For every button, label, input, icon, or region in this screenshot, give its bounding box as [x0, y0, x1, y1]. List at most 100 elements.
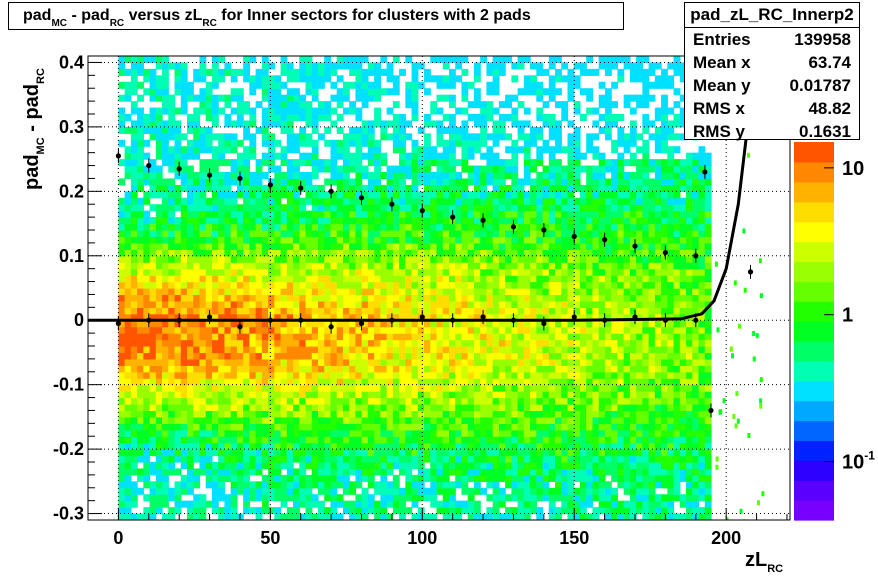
heatmap-cell — [492, 300, 500, 308]
heatmap-cell — [573, 262, 581, 270]
heatmap-cell — [498, 500, 506, 508]
heatmap-cell — [592, 281, 600, 289]
heatmap-cell — [480, 204, 488, 212]
heatmap-cell — [573, 197, 581, 205]
heatmap-cell — [193, 75, 201, 83]
heatmap-cell — [548, 320, 556, 328]
heatmap-cell — [486, 384, 494, 392]
heatmap-cell — [380, 326, 388, 334]
heatmap-cell — [592, 255, 600, 263]
heatmap-cell — [311, 397, 319, 405]
heatmap-cell — [592, 152, 600, 160]
heatmap-cell — [467, 288, 475, 296]
heatmap-cell — [386, 68, 394, 76]
heatmap-cell — [492, 249, 500, 257]
heatmap-cell — [548, 204, 556, 212]
heatmap-cell — [579, 416, 587, 424]
heatmap-cell — [523, 462, 531, 470]
heatmap-cell — [336, 197, 344, 205]
heatmap-cell — [555, 288, 562, 296]
heatmap-cell — [392, 371, 400, 379]
heatmap-cell — [467, 165, 475, 173]
heatmap-cell — [598, 101, 606, 109]
heatmap-cell — [155, 449, 163, 457]
heatmap-cell — [199, 236, 207, 244]
heatmap-cell — [330, 339, 338, 347]
heatmap-cell — [424, 410, 431, 418]
heatmap-cell — [299, 178, 307, 186]
heatmap-cell — [424, 191, 431, 199]
heatmap-cell — [286, 436, 294, 444]
heatmap-cell — [336, 384, 344, 392]
heatmap-cell — [374, 75, 381, 83]
heatmap-cell — [286, 236, 294, 244]
heatmap-cell — [411, 262, 419, 270]
heatmap-cell — [411, 107, 419, 115]
heatmap-cell — [536, 423, 544, 431]
heatmap-cell — [268, 352, 275, 360]
heatmap-cell — [449, 114, 456, 122]
heatmap-cell — [473, 468, 481, 476]
heatmap-cell — [411, 365, 419, 373]
heatmap-cell — [261, 462, 269, 470]
heatmap-cell — [211, 230, 219, 238]
heatmap-cell — [480, 300, 488, 308]
heatmap-cell — [442, 139, 450, 147]
heatmap-cell — [318, 133, 325, 141]
heatmap-cell — [299, 139, 307, 147]
heatmap-cell — [517, 223, 525, 231]
heatmap-cell — [411, 223, 419, 231]
heatmap-cell — [174, 333, 182, 341]
heatmap-cell — [118, 378, 126, 386]
heatmap-cell — [168, 184, 176, 192]
heatmap-cell — [174, 500, 182, 508]
heatmap-cell — [598, 326, 606, 334]
heatmap-cell — [143, 191, 151, 199]
heatmap-cell — [180, 288, 188, 296]
heatmap-cell — [492, 346, 500, 354]
heatmap-cell — [293, 397, 300, 405]
heatmap-cell — [592, 294, 600, 302]
heatmap-cell — [498, 126, 506, 134]
heatmap-cell — [243, 107, 250, 115]
heatmap-cell — [255, 204, 263, 212]
heatmap-cell — [579, 333, 587, 341]
heatmap-cell — [399, 242, 406, 250]
heatmap-cell — [399, 404, 406, 412]
heatmap-cell — [461, 300, 469, 308]
heatmap-cell — [542, 249, 550, 257]
heatmap-cell — [442, 346, 450, 354]
heatmap-cell — [130, 62, 138, 70]
heatmap-cell — [255, 507, 263, 515]
heatmap-cell — [492, 152, 500, 160]
heatmap-cell — [517, 468, 525, 476]
heatmap-cell — [542, 255, 550, 263]
heatmap-cell — [467, 223, 475, 231]
heatmap-cell — [374, 436, 381, 444]
heatmap-cell — [505, 217, 512, 225]
heatmap-cell — [598, 62, 606, 70]
heatmap-cell — [374, 152, 381, 160]
heatmap-cell — [274, 152, 282, 160]
heatmap-cell — [293, 165, 300, 173]
heatmap-cell — [592, 230, 600, 238]
heatmap-cell — [180, 397, 188, 405]
heatmap-cell — [311, 423, 319, 431]
heatmap-cell — [567, 268, 575, 276]
heatmap-cell — [598, 152, 606, 160]
heatmap-cell — [174, 249, 182, 257]
heatmap-cell — [193, 468, 201, 476]
heatmap-cell — [124, 114, 132, 122]
heatmap-cell — [586, 339, 594, 347]
heatmap-cell — [305, 294, 313, 302]
heatmap-cell — [137, 268, 144, 276]
heatmap-cell — [305, 268, 313, 276]
heatmap-cell — [361, 191, 369, 199]
heatmap-cell — [555, 217, 562, 225]
heatmap-cell — [604, 242, 612, 250]
heatmap-cell — [461, 268, 469, 276]
heatmap-cell — [249, 75, 257, 83]
heatmap-cell — [174, 152, 182, 160]
heatmap-cell — [604, 307, 612, 315]
heatmap-cell — [586, 107, 594, 115]
